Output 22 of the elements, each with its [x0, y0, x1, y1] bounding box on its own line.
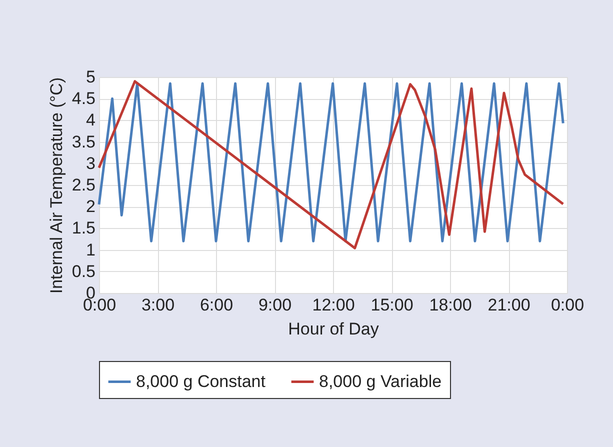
- x-tick-label: 0:00: [550, 296, 584, 314]
- y-tick-label: 4.5: [72, 89, 96, 108]
- y-tick-label: 1: [86, 240, 96, 260]
- legend-label: 8,000 g Variable: [319, 372, 442, 391]
- x-tick-label: 6:00: [200, 296, 234, 314]
- x-tick-label: 9:00: [258, 296, 292, 314]
- x-tick-label: 3:00: [141, 296, 175, 314]
- y-axis-title: Internal Air Temperature (°C): [46, 77, 66, 294]
- legend-label: 8,000 g Constant: [136, 372, 266, 391]
- x-tick-label: 15:00: [370, 296, 414, 314]
- y-tick-label: 2: [86, 197, 96, 216]
- x-tick-label: 12:00: [312, 296, 355, 314]
- y-tick-label: 2.5: [72, 176, 96, 194]
- x-axis-title: Hour of Day: [288, 320, 380, 338]
- x-tick-label: 21:00: [488, 296, 530, 314]
- y-tick-label: 1.5: [72, 218, 96, 238]
- y-tick-label: 3: [86, 154, 96, 173]
- y-tick-label: 0.5: [72, 262, 96, 281]
- y-tick-label: 5: [86, 68, 96, 86]
- x-tick-label: 18:00: [429, 296, 472, 314]
- y-tick-label: 3.5: [72, 132, 96, 152]
- y-tick-label: 4: [86, 110, 96, 130]
